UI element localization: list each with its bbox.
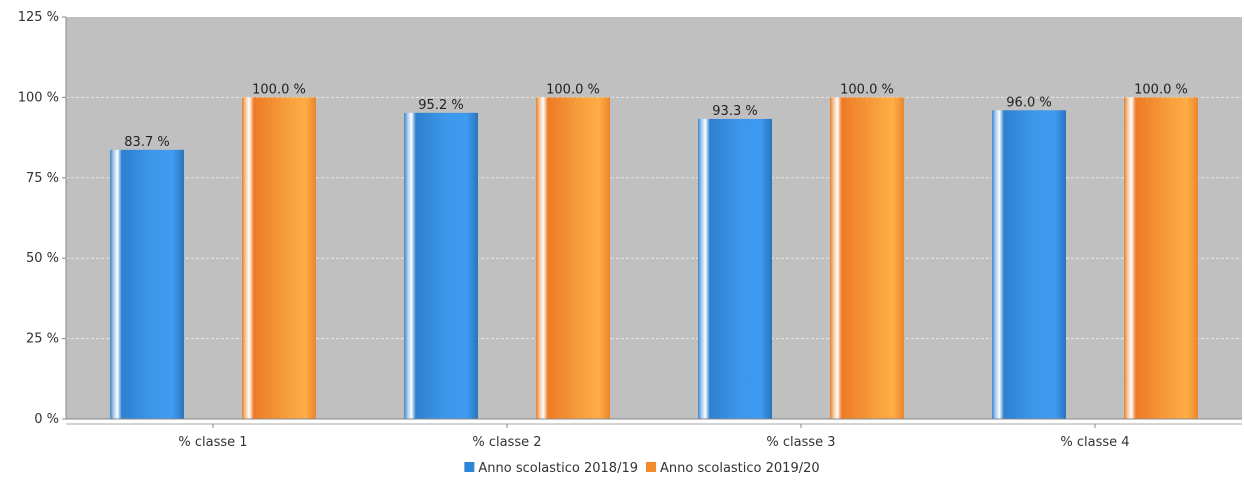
y-tick-label: 100 % — [18, 90, 59, 105]
legend-label: Anno scolastico 2018/19 — [478, 461, 638, 476]
y-tick-label: 75 % — [26, 171, 59, 186]
data-label: 100.0 % — [252, 82, 306, 97]
y-axis: 0 % 25 % 50 % 75 % 100 % 125 % — [18, 10, 66, 427]
legend-swatch — [646, 462, 656, 472]
bar-2018-19-classe-4 — [992, 110, 1066, 419]
bar-2019-20-classe-1 — [242, 97, 316, 419]
x-tick-label: % classe 4 — [1060, 435, 1129, 450]
data-label: 83.7 % — [124, 135, 169, 150]
x-axis: % classe 1 % classe 2 % classe 3 % classe 4 — [66, 419, 1242, 450]
data-label: 100.0 % — [840, 82, 894, 97]
data-label: 100.0 % — [546, 82, 600, 97]
data-label: 95.2 % — [418, 98, 463, 113]
bar-2019-20-classe-2 — [536, 97, 610, 419]
data-label: 93.3 % — [712, 104, 757, 119]
y-tick-label: 50 % — [26, 251, 59, 266]
legend-swatch — [464, 462, 474, 472]
legend: Anno scolastico 2018/19 Anno scolastico 2… — [464, 461, 819, 476]
y-tick-label: 125 % — [18, 10, 59, 25]
legend-item: Anno scolastico 2018/19 — [464, 461, 638, 476]
bar-2018-19-classe-3 — [698, 119, 772, 419]
bar-2019-20-classe-3 — [830, 97, 904, 419]
bar-2018-19-classe-1 — [110, 150, 184, 419]
y-tick-label: 25 % — [26, 332, 59, 347]
data-label: 96.0 % — [1006, 95, 1051, 110]
data-label: 100.0 % — [1134, 82, 1188, 97]
legend-label: Anno scolastico 2019/20 — [660, 461, 820, 476]
x-tick-label: % classe 2 — [472, 435, 541, 450]
y-tick-label: 0 % — [34, 412, 59, 427]
bar-2019-20-classe-4 — [1124, 97, 1198, 419]
bar-2018-19-classe-2 — [404, 113, 478, 419]
x-tick-label: % classe 3 — [766, 435, 835, 450]
legend-item: Anno scolastico 2019/20 — [646, 461, 820, 476]
x-tick-label: % classe 1 — [178, 435, 247, 450]
